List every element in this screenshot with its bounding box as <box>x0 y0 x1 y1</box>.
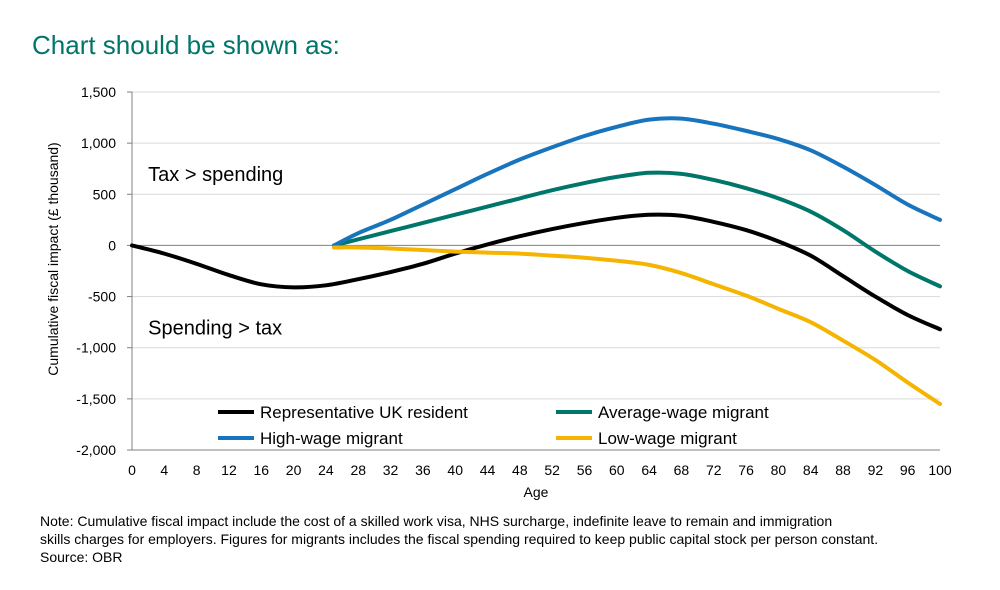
y-tick-label: -1,500 <box>76 391 116 407</box>
y-axis-title: Cumulative fiscal impact (£ thousand) <box>45 142 61 375</box>
x-tick-label: 36 <box>415 462 431 478</box>
x-tick-label: 16 <box>253 462 269 478</box>
x-tick-label: 44 <box>480 462 496 478</box>
series-line-low-wage-migrant <box>332 245 942 406</box>
note-line-1: Note: Cumulative fiscal impact include t… <box>40 513 833 529</box>
chart-note: Note: Cumulative fiscal impact include t… <box>40 512 980 566</box>
x-tick-label: 48 <box>512 462 528 478</box>
x-tick-label: 56 <box>577 462 593 478</box>
x-tick-label: 28 <box>350 462 366 478</box>
legend: Representative UK resident Average-wage m… <box>218 403 769 448</box>
note-line-2: skills charges for employers. Figures fo… <box>40 531 879 547</box>
legend-label-high-wage-migrant: High-wage migrant <box>260 429 403 448</box>
x-tick-label: 92 <box>868 462 884 478</box>
x-tick-label: 80 <box>771 462 787 478</box>
y-tick-label: -2,000 <box>76 442 116 458</box>
x-tick-label: 96 <box>900 462 916 478</box>
x-tick-label: 20 <box>286 462 302 478</box>
gridlines <box>132 91 940 451</box>
tax-exceeds-spending-label: Tax > spending <box>148 164 283 186</box>
x-tick-label: 0 <box>128 462 136 478</box>
x-tick-label: 4 <box>160 462 168 478</box>
y-tick-label: 1,000 <box>81 135 116 151</box>
series-line-representative-uk-resident <box>130 212 942 332</box>
x-tick-label: 8 <box>193 462 201 478</box>
x-tick-label: 76 <box>738 462 754 478</box>
x-tick-label: 72 <box>706 462 722 478</box>
x-tick-label: 100 <box>928 462 952 478</box>
y-tick-label: -500 <box>88 289 116 305</box>
legend-label-representative-uk-resident: Representative UK resident <box>260 403 468 422</box>
x-tick-label: 24 <box>318 462 334 478</box>
x-tick-label: 84 <box>803 462 819 478</box>
x-axis-title: Age <box>524 484 549 500</box>
x-tick-label: 32 <box>383 462 399 478</box>
x-tick-label: 12 <box>221 462 237 478</box>
source-line: Source: OBR <box>40 549 123 565</box>
spending-exceeds-tax-label: Spending > tax <box>148 317 282 339</box>
y-tick-label: -1,000 <box>76 340 116 356</box>
annotations: Tax > spending Spending > tax <box>148 164 283 339</box>
y-tick-label: 500 <box>93 186 117 202</box>
x-tick-label: 60 <box>609 462 625 478</box>
x-tick-label: 52 <box>544 462 560 478</box>
series-line-average-wage-migrant <box>332 170 942 289</box>
legend-label-low-wage-migrant: Low-wage migrant <box>598 429 737 448</box>
x-tick-label: 68 <box>674 462 690 478</box>
series-line-high-wage-migrant <box>332 116 942 248</box>
page-heading: Chart should be shown as: <box>32 30 340 60</box>
y-tick-label: 1,500 <box>81 84 116 100</box>
y-tick-label: 0 <box>108 237 116 253</box>
x-tick-label: 88 <box>835 462 851 478</box>
series-lines <box>130 116 942 406</box>
x-tick-label: 64 <box>641 462 657 478</box>
x-tick-label: 40 <box>447 462 463 478</box>
legend-label-average-wage-migrant: Average-wage migrant <box>598 403 769 422</box>
